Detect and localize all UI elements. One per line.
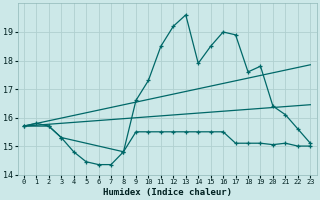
X-axis label: Humidex (Indice chaleur): Humidex (Indice chaleur) [103, 188, 232, 197]
